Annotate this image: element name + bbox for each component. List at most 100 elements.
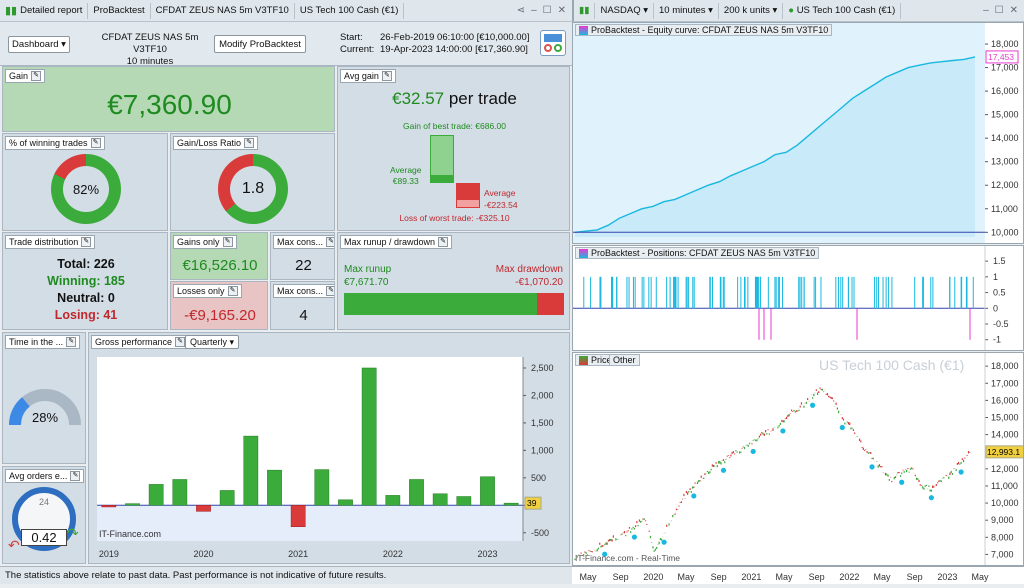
price-title[interactable]: Price (575, 354, 616, 366)
arrow-up-icon: ↷ (67, 525, 79, 541)
equity-title: ProBacktest - Equity curve: CFDAT ZEUS N… (575, 24, 833, 36)
tab-probacktest[interactable]: ProBacktest (88, 2, 151, 19)
close-icon[interactable]: ✕ (557, 5, 566, 16)
avg-orders-label: Avg orders e... ✎ (5, 469, 85, 483)
equity-chart-panel: ProBacktest - Equity curve: CFDAT ZEUS N… (572, 22, 1024, 244)
minimize-icon[interactable]: – (531, 5, 537, 16)
dropdown-nasdaq[interactable]: NASDAQ ▾ (595, 2, 655, 19)
gross-bar (480, 476, 495, 506)
wrench-icon[interactable]: ✎ (31, 71, 42, 81)
trade-marker (631, 534, 637, 540)
x-tick-label: May (971, 572, 989, 582)
tab-instrument[interactable]: US Tech 100 Cash (€1) (295, 2, 405, 19)
price-chart-panel: Price Other US Tech 100 Cash (€1) 18,000… (572, 352, 1024, 566)
y-tick-label: 16,000 (991, 86, 1019, 96)
current-value: 19-Apr-2023 14:00:00 [€17,360.90] (380, 44, 528, 55)
wrench-icon[interactable]: ✎ (70, 471, 81, 481)
close-icon[interactable]: ✕ (1009, 5, 1018, 16)
minimize-icon[interactable]: – (983, 5, 989, 16)
total-trades: Total: 226 (57, 257, 115, 271)
max-cons-win-value: 22 (295, 257, 312, 274)
wrench-icon[interactable]: ✎ (438, 237, 449, 247)
x-tick-label: May (775, 572, 793, 582)
y-tick-label: 11,000 (991, 481, 1018, 491)
y-tick-label: 2,500 (531, 363, 554, 373)
wrench-icon[interactable]: ✎ (66, 337, 77, 347)
gain-loss-label: Gain/Loss Ratio ✎ (173, 136, 259, 150)
wrench-icon[interactable]: ✎ (175, 337, 186, 347)
price-chart: 18,00017,00016,00015,00014,00013,00012,0… (574, 353, 1023, 565)
wrench-icon[interactable]: ✎ (381, 71, 392, 81)
positions-title: ProBacktest - Positions: CFDAT ZEUS NAS … (575, 247, 820, 259)
winning-panel: % of winning trades ✎ 82% (2, 133, 168, 231)
trade-marker (750, 448, 756, 455)
dropdown-units[interactable]: 200 k units ▾ (719, 2, 784, 19)
last-value-box (524, 496, 542, 510)
dashboard-dropdown[interactable]: Dashboard ▾ (8, 36, 70, 53)
y-tick-label: 15,000 (991, 110, 1019, 120)
chart-icon[interactable]: ▮▮ (574, 2, 596, 19)
negative-zone (97, 505, 523, 541)
left-title-bar: ▮▮ Detailed report ProBacktest CFDAT ZEUS… (0, 0, 572, 22)
time-in-panel: Time in the ... ✎ 28% (2, 332, 86, 464)
right-title-bar: ▮▮ NASDAQ ▾ 10 minutes ▾ 200 k units ▾ ●… (572, 0, 1024, 22)
avg-neg-bar (456, 183, 480, 200)
maximize-icon[interactable]: ☐ (542, 5, 552, 16)
avg-gain-panel: Avg gain ✎ €32.57 per trade Gain of best … (337, 66, 570, 231)
positions-chart-panel: ProBacktest - Positions: CFDAT ZEUS NAS … (572, 245, 1024, 351)
dropdown-timeframe[interactable]: 10 minutes ▾ (654, 2, 719, 19)
wrench-icon[interactable]: ✎ (222, 237, 233, 247)
price-x-axis: May Sep 2020 May Sep 2021 May Sep 2022 May Sep 2023… (572, 566, 1024, 584)
y-tick-label: 17,000 (991, 63, 1019, 73)
gain-loss-panel: Gain/Loss Ratio ✎ 1.8 (170, 133, 335, 231)
trade-marker (691, 493, 697, 499)
modify-probacktest-button[interactable]: Modify ProBacktest (214, 35, 306, 53)
share-icon[interactable]: ⋖ (516, 5, 526, 16)
last-value-box (985, 445, 1023, 459)
trade-marker (810, 402, 816, 408)
tab-detailed-report[interactable]: ▮▮ Detailed report (0, 2, 89, 19)
y-tick-label: 17,000 (991, 378, 1019, 388)
tab-us-tech[interactable]: ● US Tech 100 Cash (€1) (783, 2, 902, 19)
x-tick-label: 2023 (477, 549, 497, 559)
time-in-gauge (9, 389, 81, 426)
wrench-icon[interactable]: ✎ (326, 286, 334, 296)
y-tick-label: 1 (993, 272, 998, 282)
timeframe: 10 minutes (126, 56, 174, 67)
maximize-icon[interactable]: ☐ (994, 5, 1004, 16)
max-runup: Max runup €7,671.70 (344, 264, 392, 288)
runup-panel: Max runup / drawdown ✎ Max runup €7,671.70… (337, 232, 570, 330)
runup-bar (344, 293, 537, 315)
wrench-icon[interactable]: ✎ (227, 286, 238, 296)
avg-pos-bar (430, 175, 454, 183)
period-dropdown[interactable]: Quarterly ▾ (185, 335, 239, 349)
wrench-icon[interactable]: ✎ (81, 237, 92, 247)
gross-label: Gross performance ✎ (91, 335, 190, 349)
tab-system[interactable]: CFDAT ZEUS NAS 5m V3TF10 (151, 2, 295, 19)
y-tick-label: 16,000 (991, 395, 1019, 405)
max-cons-loss-label: Max cons... ✎ (273, 284, 334, 298)
wrench-icon[interactable]: ✎ (90, 138, 101, 148)
gross-bar (267, 469, 282, 506)
report-header: Dashboard ▾ CFDAT ZEUS NAS 5m V3TF10 10 … (0, 22, 572, 67)
y-tick-label: -1 (993, 335, 1001, 345)
y-tick-label: 10,000 (991, 227, 1019, 237)
gross-bar (172, 479, 188, 506)
arrow-down-icon: ↶ (8, 537, 20, 553)
y-tick-label: 2,000 (531, 390, 554, 400)
y-tick-label: -0.5 (993, 319, 1009, 329)
wrench-icon[interactable]: ✎ (326, 237, 334, 247)
last-value-label: 39 (527, 498, 537, 508)
neutral-trades: Neutral: 0 (57, 291, 115, 305)
y-tick-label: 0 (993, 303, 998, 313)
gain-value: €7,360.90 (107, 89, 232, 120)
gross-bar (125, 503, 140, 506)
settings-dashboard-icon[interactable] (540, 30, 566, 56)
tab-other[interactable]: Other (609, 354, 640, 366)
wrench-icon[interactable]: ✎ (244, 138, 255, 148)
last-value-label: 12,993.1 (987, 447, 1020, 457)
gross-performance-panel: Gross performance ✎ Quarterly ▾ 2,500 2,00… (88, 332, 570, 564)
gain-panel: Gain ✎ €7,360.90 (2, 66, 335, 132)
y-tick-label: 10,000 (991, 498, 1019, 508)
equity-line (574, 56, 976, 233)
